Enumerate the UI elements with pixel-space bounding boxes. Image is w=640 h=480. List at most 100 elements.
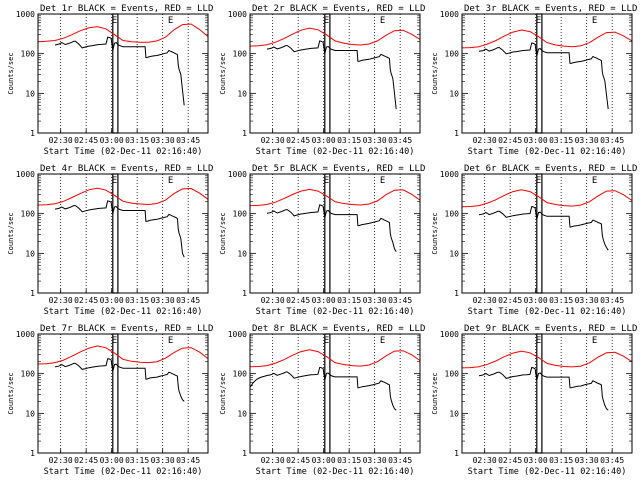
y-tick-label: 10: [237, 89, 247, 98]
series-line-lld: [461, 189, 633, 208]
series-line-events: [54, 200, 185, 258]
x-axis-label: Start Time (02-Dec-11 02:16:40): [256, 467, 415, 477]
plot-frame: [461, 173, 633, 294]
panel-title: Det 9r BLACK = Events, RED = LLD: [464, 324, 637, 334]
flag-marker: E: [380, 336, 385, 346]
x-tick-label: 02:30: [261, 296, 285, 305]
plot-frame: [37, 173, 209, 294]
x-axis-label: Start Time (02-Dec-11 02:16:40): [256, 307, 415, 317]
x-tick-label: 02:45: [286, 296, 310, 305]
plot-frame: [461, 333, 633, 454]
x-tick-label: 02:30: [473, 296, 497, 305]
panel-3: Det 3r BLACK = Events, RED = LLD 02:30 02:…: [431, 4, 637, 157]
x-tick-label: 03:45: [600, 296, 624, 305]
flag-marker: E: [324, 336, 329, 346]
saa-band: [536, 333, 543, 454]
x-tick-label: 03:15: [125, 296, 149, 305]
flag-marker: E: [592, 176, 597, 186]
x-tick-label: 03:15: [337, 296, 361, 305]
y-tick-label: 1: [454, 289, 459, 298]
series-line-events: [266, 40, 397, 110]
panel-4: Det 4r BLACK = Events, RED = LLD 02:30 02:…: [7, 164, 213, 317]
y-tick-label: 100: [233, 210, 248, 219]
y-tick-label: 100: [233, 370, 248, 379]
x-tick-label: 02:45: [498, 296, 522, 305]
x-tick-label: 02:45: [74, 296, 98, 305]
y-tick-label: 1000: [228, 10, 247, 19]
x-tick-label: 03:15: [337, 136, 361, 145]
flag-marker: E: [380, 176, 385, 186]
flag-marker: E: [168, 336, 173, 346]
x-axis-label: Start Time (02-Dec-11 02:16:40): [44, 467, 203, 477]
x-tick-label: 02:45: [286, 456, 310, 465]
saa-band: [536, 173, 543, 294]
y-axis-label: Counts/sec: [219, 372, 227, 414]
y-tick-label: 1000: [440, 10, 459, 19]
y-axis-label: Counts/sec: [7, 212, 15, 254]
y-tick-label: 1: [454, 129, 459, 138]
x-axis-label: Start Time (02-Dec-11 02:16:40): [44, 147, 203, 157]
flag-marker: E: [380, 16, 385, 26]
x-tick-label: 03:45: [176, 456, 200, 465]
x-tick-label: 03:45: [388, 456, 412, 465]
flag-marker: E: [112, 336, 117, 346]
panel-title: Det 7r BLACK = Events, RED = LLD: [40, 324, 213, 334]
x-tick-label: 02:45: [498, 136, 522, 145]
plot-frame: [249, 173, 421, 294]
x-tick-label: 03:45: [600, 456, 624, 465]
saa-band: [112, 13, 119, 134]
x-tick-label: 03:00: [100, 296, 124, 305]
x-tick-label: 02:30: [473, 456, 497, 465]
y-tick-label: 100: [21, 50, 36, 59]
plot-frame: [37, 13, 209, 134]
flag-marker: E: [168, 16, 173, 26]
x-tick-label: 03:30: [151, 456, 175, 465]
series-line-lld: [461, 29, 633, 49]
x-axis-label: Start Time (02-Dec-11 02:16:40): [468, 467, 627, 477]
x-tick-label: 03:00: [312, 136, 336, 145]
x-tick-label: 02:45: [498, 456, 522, 465]
x-tick-label: 03:45: [388, 296, 412, 305]
x-tick-label: 03:30: [575, 456, 599, 465]
y-axis-label: Counts/sec: [431, 52, 439, 94]
series-line-lld: [37, 23, 209, 43]
series-line-lld: [37, 345, 209, 365]
series-line-events: [478, 42, 609, 110]
flag-marker: E: [536, 16, 541, 26]
x-tick-label: 03:15: [125, 456, 149, 465]
flag-marker: E: [536, 336, 541, 346]
x-tick-label: 03:30: [363, 136, 387, 145]
panel-title: Det 5r BLACK = Events, RED = LLD: [252, 164, 425, 174]
x-tick-label: 02:30: [473, 136, 497, 145]
flag-marker: E: [112, 176, 117, 186]
y-tick-label: 1: [242, 129, 247, 138]
x-tick-label: 03:15: [549, 296, 573, 305]
x-tick-label: 03:15: [549, 456, 573, 465]
y-tick-label: 10: [237, 249, 247, 258]
y-axis-label: Counts/sec: [7, 372, 15, 414]
series-line-events: [478, 206, 609, 251]
y-tick-label: 1: [242, 449, 247, 458]
plot-frame: [37, 333, 209, 454]
x-tick-label: 03:15: [125, 136, 149, 145]
flag-marker: E: [324, 16, 329, 26]
panel-title: Det 1r BLACK = Events, RED = LLD: [40, 4, 213, 14]
x-tick-label: 03:30: [575, 136, 599, 145]
y-axis-label: Counts/sec: [7, 52, 15, 94]
saa-band: [112, 173, 119, 294]
flag-marker: E: [592, 16, 597, 26]
y-tick-label: 1: [30, 289, 35, 298]
panel-2: Det 2r BLACK = Events, RED = LLD 02:30 02:…: [219, 4, 425, 157]
x-axis-label: Start Time (02-Dec-11 02:16:40): [468, 147, 627, 157]
y-tick-label: 1: [242, 289, 247, 298]
x-tick-label: 02:30: [49, 136, 73, 145]
saa-band: [324, 333, 331, 454]
series-line-events: [478, 366, 609, 411]
flag-marker: E: [168, 176, 173, 186]
series-line-lld: [249, 349, 421, 368]
y-tick-label: 100: [21, 370, 36, 379]
series-line-lld: [249, 188, 421, 207]
panel-title: Det 3r BLACK = Events, RED = LLD: [464, 4, 637, 14]
x-axis-label: Start Time (02-Dec-11 02:16:40): [44, 307, 203, 317]
